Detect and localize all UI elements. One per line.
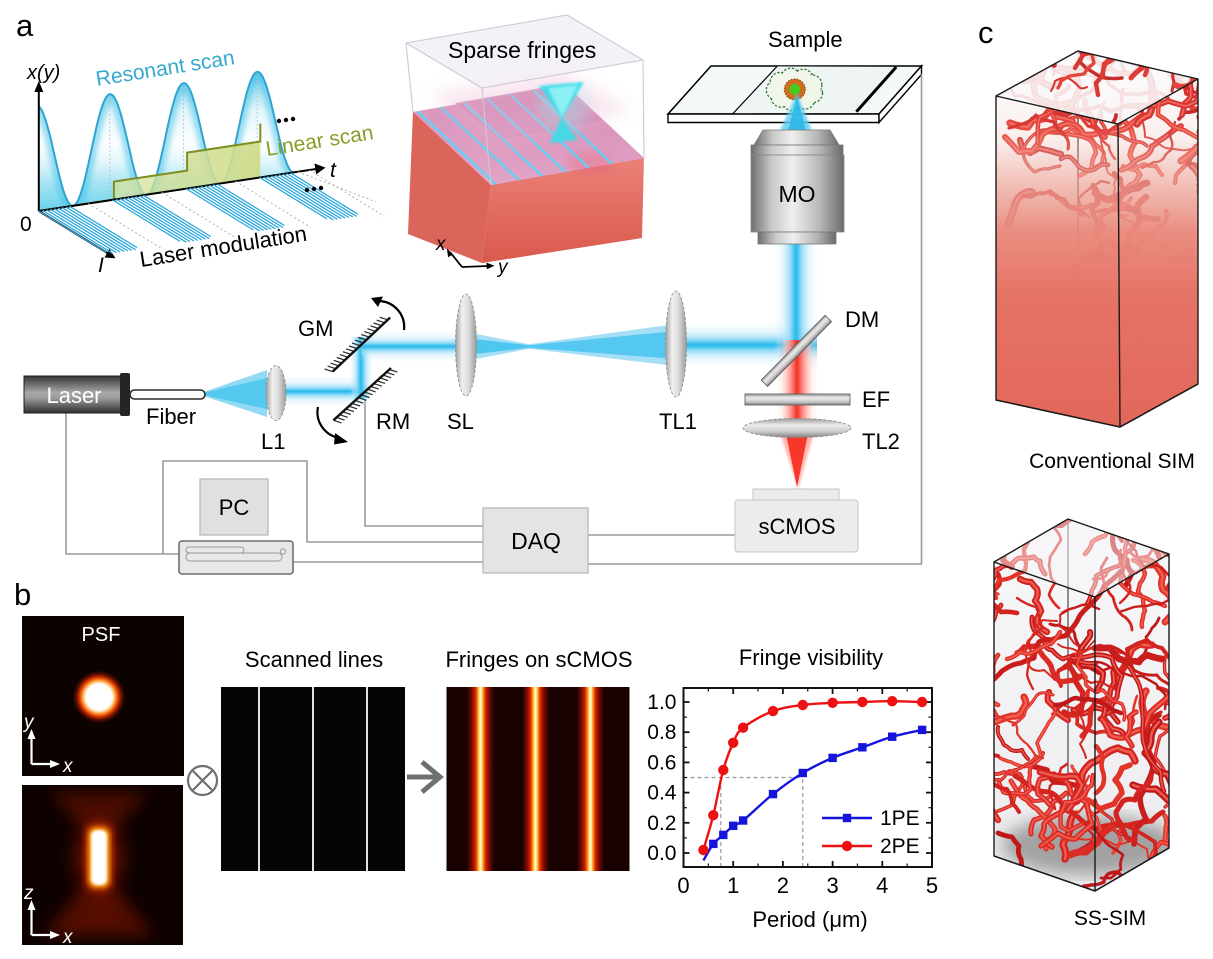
svg-text:Scanned lines: Scanned lines: [245, 647, 383, 672]
svg-text:PC: PC: [219, 495, 250, 520]
svg-text:Laser: Laser: [46, 383, 101, 408]
svg-text:EF: EF: [862, 387, 890, 412]
svg-text:RM: RM: [376, 409, 410, 434]
svg-text:x: x: [435, 234, 447, 255]
svg-text:Period (μm): Period (μm): [752, 907, 867, 932]
svg-text:MO: MO: [778, 181, 815, 207]
svg-text:5: 5: [926, 873, 938, 898]
svg-text:1.0: 1.0: [647, 691, 676, 714]
svg-text:Sample: Sample: [768, 27, 843, 52]
svg-text:SL: SL: [447, 409, 474, 434]
svg-text:x: x: [62, 756, 74, 777]
svg-text:Fringes on sCMOS: Fringes on sCMOS: [445, 647, 632, 672]
svg-text:DM: DM: [845, 307, 879, 332]
svg-text:2: 2: [777, 873, 789, 898]
svg-text:0: 0: [677, 873, 689, 898]
svg-text:y: y: [496, 257, 509, 278]
svg-text:y: y: [22, 712, 35, 733]
svg-text:sCMOS: sCMOS: [759, 514, 836, 539]
svg-text:1: 1: [727, 873, 739, 898]
svg-text:b: b: [14, 577, 31, 612]
svg-text:0: 0: [20, 213, 32, 236]
svg-text:I: I: [98, 254, 104, 277]
svg-text:x: x: [62, 927, 74, 948]
svg-text:0.4: 0.4: [647, 782, 677, 805]
svg-text:0.8: 0.8: [647, 721, 676, 744]
svg-text:x(y): x(y): [26, 62, 60, 84]
svg-text:2PE: 2PE: [880, 835, 920, 858]
svg-text:Fiber: Fiber: [146, 404, 196, 429]
svg-text:TL2: TL2: [862, 429, 900, 454]
svg-text:c: c: [978, 15, 994, 50]
svg-text:Conventional SIM: Conventional SIM: [1029, 450, 1195, 473]
svg-text:3: 3: [826, 873, 838, 898]
svg-text:PSF: PSF: [82, 624, 121, 646]
svg-text:TL1: TL1: [659, 409, 697, 434]
svg-text:SS-SIM: SS-SIM: [1074, 907, 1146, 930]
svg-text:L1: L1: [261, 429, 285, 454]
svg-text:0.0: 0.0: [647, 842, 676, 865]
svg-text:a: a: [16, 8, 34, 43]
svg-text:t: t: [330, 159, 337, 182]
svg-text:Sparse fringes: Sparse fringes: [448, 37, 596, 63]
svg-text:0.6: 0.6: [647, 751, 676, 774]
svg-text:GM: GM: [298, 316, 333, 341]
svg-text:1PE: 1PE: [880, 807, 920, 830]
svg-text:Fringe visibility: Fringe visibility: [739, 645, 883, 670]
svg-text:4: 4: [876, 873, 888, 898]
svg-text:0.2: 0.2: [647, 812, 676, 835]
svg-text:DAQ: DAQ: [511, 528, 561, 554]
svg-text:z: z: [23, 883, 34, 904]
